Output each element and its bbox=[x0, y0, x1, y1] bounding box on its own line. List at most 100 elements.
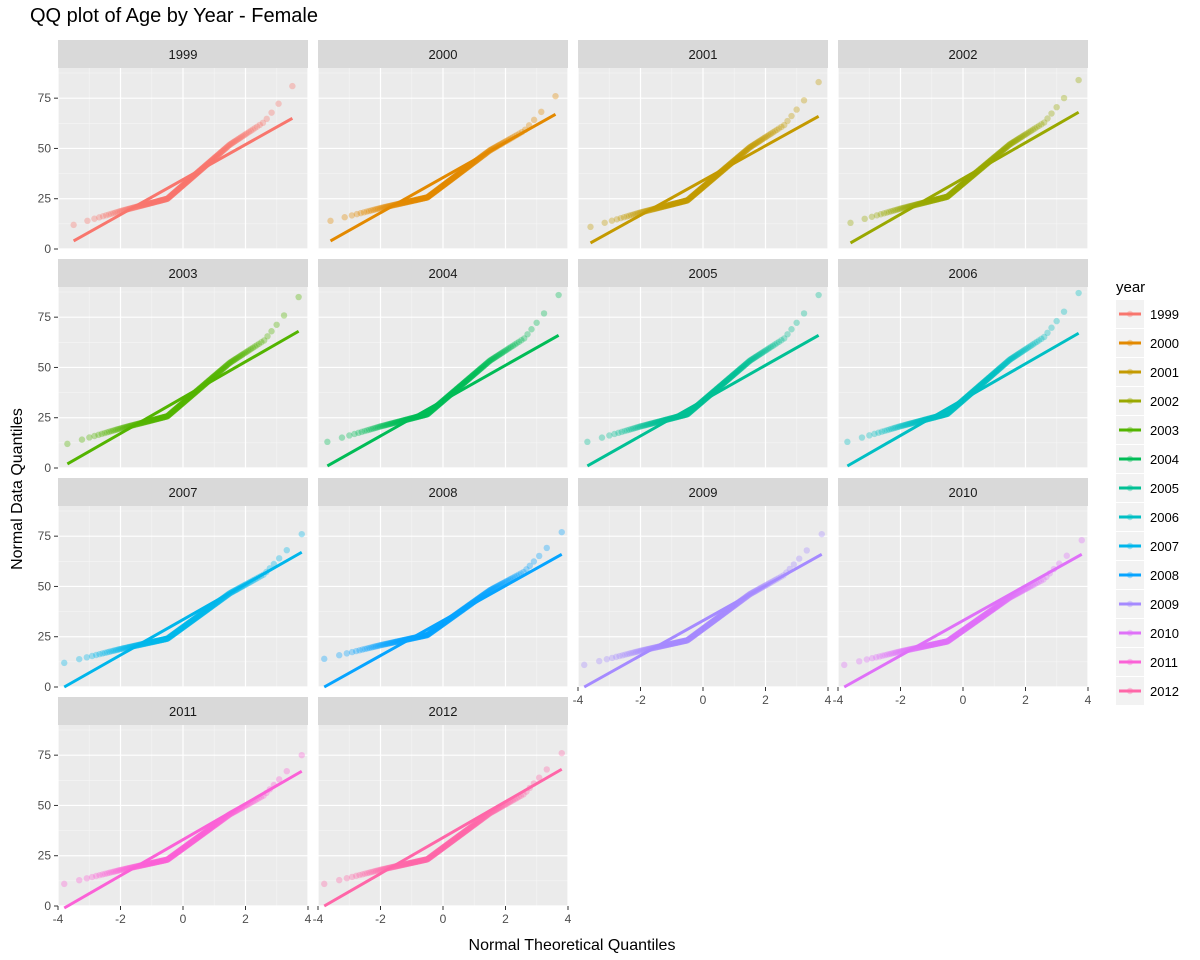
qq-point bbox=[228, 140, 236, 147]
qq-point bbox=[558, 528, 565, 536]
qq-point bbox=[221, 146, 228, 153]
qq-point bbox=[215, 150, 223, 158]
qq-point bbox=[238, 133, 246, 140]
strip-label-2000: 2000 bbox=[429, 47, 458, 62]
qq-point bbox=[440, 181, 448, 189]
qq-point bbox=[161, 196, 169, 203]
qq-point bbox=[457, 169, 464, 176]
qq-point bbox=[275, 555, 283, 562]
qq-point bbox=[376, 205, 383, 212]
y-tick-label: 75 bbox=[38, 748, 52, 762]
y-tick-label: 0 bbox=[44, 899, 51, 913]
qq-point bbox=[407, 198, 414, 205]
qq-point bbox=[174, 186, 181, 194]
panel-2010: 2010 bbox=[837, 478, 1089, 689]
qq-point bbox=[298, 530, 305, 538]
y-tick-label: 75 bbox=[38, 529, 52, 543]
qq-point bbox=[432, 187, 439, 195]
qq-point bbox=[173, 187, 180, 194]
qq-point bbox=[233, 137, 240, 144]
x-tick-label: -2 bbox=[115, 912, 126, 926]
qq-point bbox=[157, 197, 164, 204]
qq-point bbox=[620, 214, 628, 221]
qq-point bbox=[175, 185, 182, 193]
qq-point bbox=[148, 199, 156, 207]
qq-point bbox=[363, 208, 370, 215]
legend-label: 1999 bbox=[1150, 307, 1179, 322]
qq-point bbox=[422, 194, 430, 201]
qq-point bbox=[784, 331, 791, 338]
qq-point bbox=[675, 199, 682, 206]
qq-point bbox=[1075, 76, 1082, 84]
x-tick-label: 0 bbox=[960, 693, 967, 707]
qq-point bbox=[662, 202, 670, 210]
qq-point bbox=[625, 212, 633, 219]
y-tick-label: 25 bbox=[38, 192, 52, 206]
qq-point bbox=[156, 197, 164, 204]
qq-point bbox=[581, 661, 588, 669]
legend-label: 2007 bbox=[1150, 539, 1179, 554]
x-tick-label: -2 bbox=[635, 693, 646, 707]
qq-point bbox=[146, 200, 154, 207]
qq-point bbox=[91, 215, 98, 222]
qq-point bbox=[628, 211, 635, 219]
qq-point bbox=[341, 214, 348, 221]
qq-point bbox=[552, 92, 559, 100]
legend-item-2012: 2012 bbox=[1116, 677, 1179, 705]
qq-point bbox=[179, 182, 186, 189]
qq-point bbox=[177, 184, 184, 191]
y-tick-label: 50 bbox=[38, 141, 52, 155]
legend-item-1999: 1999 bbox=[1116, 300, 1179, 328]
qq-point bbox=[178, 182, 186, 190]
qq-point bbox=[454, 171, 461, 178]
qq-point bbox=[157, 197, 165, 204]
y-axis-title: Normal Data Quantiles bbox=[9, 408, 26, 570]
qq-point bbox=[338, 434, 346, 441]
qq-point bbox=[558, 749, 565, 757]
qq-point bbox=[1048, 110, 1055, 117]
qq-point bbox=[61, 659, 68, 667]
qq-point bbox=[327, 217, 334, 225]
legend-item-2006: 2006 bbox=[1116, 503, 1179, 531]
qq-point bbox=[671, 200, 679, 207]
qq-point bbox=[540, 310, 548, 317]
y-tick-label: 25 bbox=[38, 630, 52, 644]
qq-point bbox=[665, 201, 673, 209]
qq-point bbox=[815, 291, 822, 299]
qq-point bbox=[179, 181, 187, 189]
qq-point bbox=[251, 125, 259, 132]
strip-1999 bbox=[58, 40, 308, 68]
qq-point bbox=[666, 201, 674, 209]
qq-point bbox=[154, 198, 161, 205]
qq-point bbox=[441, 181, 448, 188]
qq-point bbox=[433, 186, 441, 194]
qq-point bbox=[858, 434, 866, 441]
qq-point bbox=[423, 194, 431, 201]
qq-point bbox=[543, 544, 550, 552]
qq-point bbox=[453, 171, 461, 179]
qq-point bbox=[321, 880, 328, 888]
panel-2012: 2012 bbox=[317, 697, 569, 908]
qq-point bbox=[163, 195, 170, 203]
qq-point bbox=[457, 169, 464, 176]
qq-point bbox=[434, 186, 442, 193]
x-tick-label: 2 bbox=[1022, 693, 1029, 707]
qq-point bbox=[170, 189, 178, 197]
qq-point bbox=[167, 192, 175, 199]
qq-point bbox=[280, 312, 288, 319]
x-tick-label: 0 bbox=[440, 912, 447, 926]
y-tick-label: 0 bbox=[44, 242, 51, 256]
legend-item-2009: 2009 bbox=[1116, 590, 1179, 618]
qq-point bbox=[225, 142, 232, 149]
strip-label-2002: 2002 bbox=[949, 47, 978, 62]
qq-point bbox=[409, 197, 416, 204]
legend: year 1999 2000 2001 2002 2003 2004 2005 2006 2007… bbox=[1116, 279, 1179, 705]
qq-point bbox=[180, 181, 187, 188]
panel-2001: 2001 bbox=[577, 40, 829, 250]
legend-item-2000: 2000 bbox=[1116, 329, 1179, 357]
legend-label: 2005 bbox=[1150, 481, 1179, 496]
qq-point bbox=[444, 178, 452, 186]
qq-point bbox=[149, 199, 157, 206]
qq-point bbox=[64, 440, 71, 448]
legend-label: 2003 bbox=[1150, 423, 1179, 438]
